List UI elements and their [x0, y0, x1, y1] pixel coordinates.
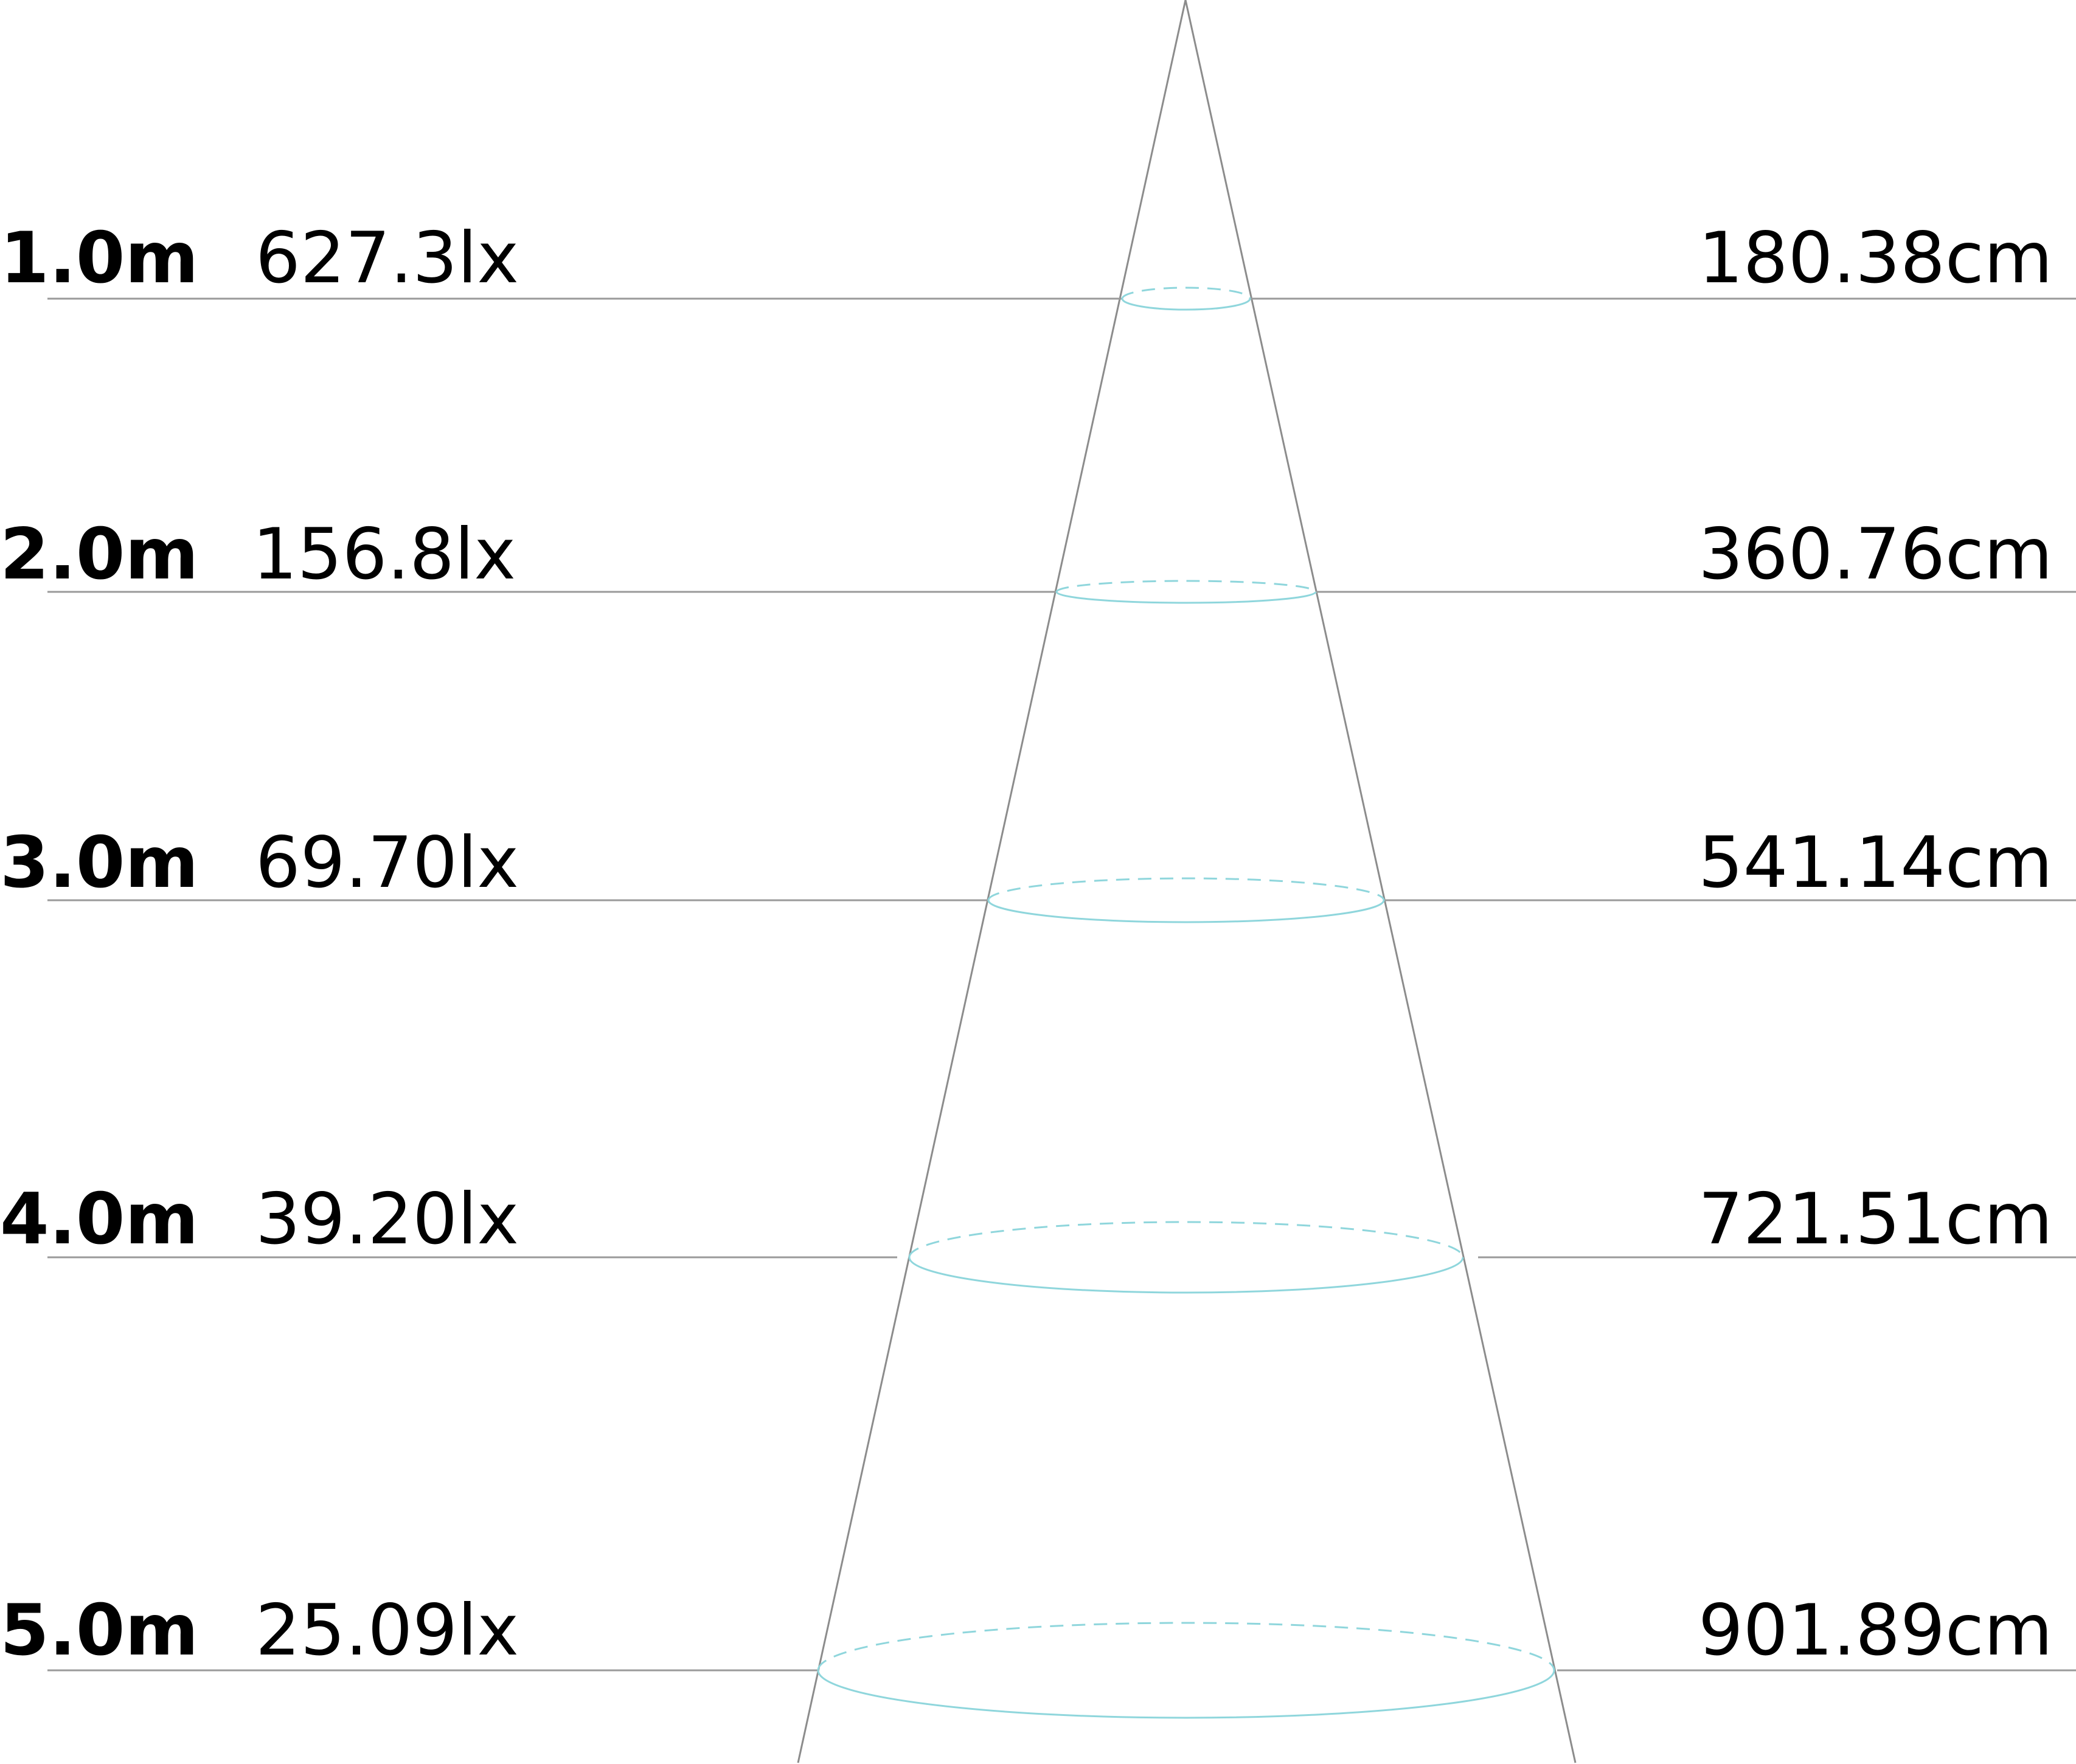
beam-ellipse-front	[1055, 591, 1317, 604]
distance-row-5: 5.0m 25.09lx 901.89cm	[0, 1589, 2076, 1719]
beam-diameter-value: 541.14cm	[1698, 822, 2053, 904]
distance-row-1: 1.0m 627.3lx 180.38cm	[0, 217, 2076, 311]
distance-label: 2.0m	[0, 513, 198, 596]
illuminance-value: 25.09lx	[255, 1589, 519, 1672]
beam-ellipse-back	[1121, 286, 1251, 299]
beam-ellipse-front	[987, 900, 1385, 923]
beam-diameter-value: 721.51cm	[1698, 1178, 2053, 1260]
beam-diameter-value: 180.38cm	[1698, 217, 2053, 299]
beam-left-edge	[797, 0, 1187, 1763]
distance-label: 1.0m	[0, 217, 198, 299]
beam-ellipse-back	[1055, 580, 1317, 592]
illuminance-value: 39.20lx	[255, 1178, 519, 1260]
distance-row-2: 2.0m 156.8lx 360.76cm	[0, 513, 2076, 604]
beam-ellipse-back	[908, 1221, 1464, 1258]
beam-diameter-value: 901.89cm	[1698, 1589, 2053, 1672]
distance-label: 5.0m	[0, 1589, 198, 1672]
illuminance-value: 627.3lx	[255, 217, 519, 299]
beam-ellipse-back	[817, 1622, 1555, 1671]
illuminance-value: 156.8lx	[252, 513, 516, 596]
beam-ellipse-back	[987, 877, 1385, 901]
illuminance-value: 69.70lx	[255, 822, 519, 904]
distance-label: 4.0m	[0, 1178, 198, 1260]
beam-ellipse-front	[1121, 298, 1251, 311]
beam-ellipse-front	[817, 1670, 1555, 1719]
beam-diameter-value: 360.76cm	[1698, 513, 2053, 596]
distance-row-3: 3.0m 69.70lx 541.14cm	[0, 822, 2076, 923]
distance-label: 3.0m	[0, 822, 198, 904]
beam-ellipse-front	[908, 1257, 1464, 1294]
distance-row-4: 4.0m 39.20lx 721.51cm	[0, 1178, 2076, 1294]
beam-right-edge	[1184, 0, 1577, 1763]
